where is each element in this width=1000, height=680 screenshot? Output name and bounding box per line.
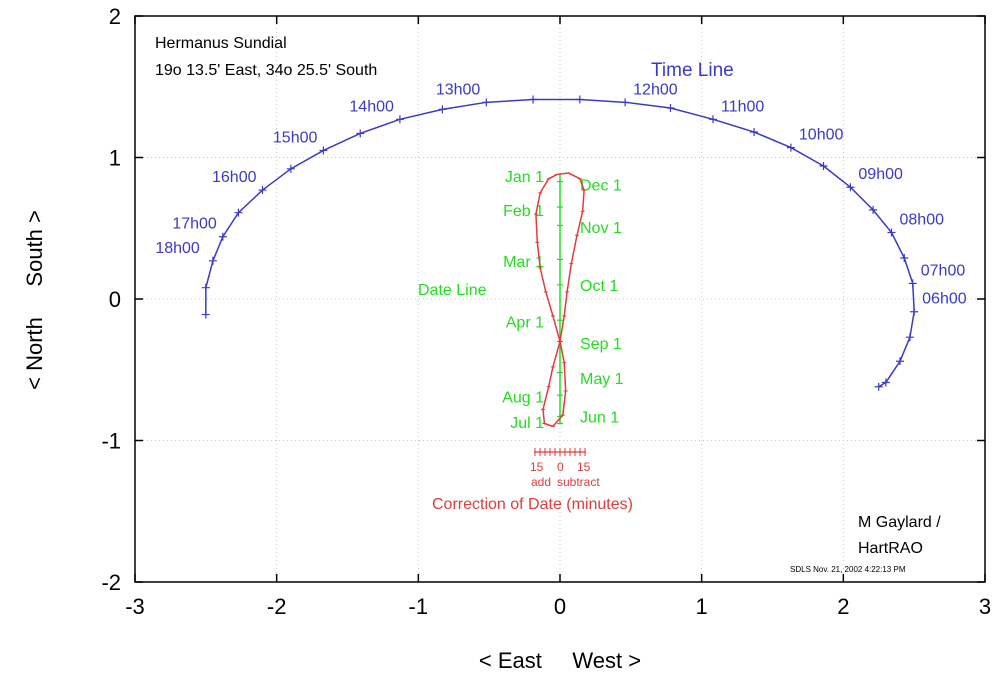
correction-add-label: add [531, 475, 551, 489]
hour-label: 16h00 [212, 169, 257, 186]
analemma-series [533, 172, 587, 428]
correction-title: Correction of Date (minutes) [432, 496, 633, 513]
time-line-point [395, 115, 404, 124]
time-line-point [258, 186, 267, 195]
date-line-label: Date Line [418, 282, 487, 299]
time-line-point [621, 98, 630, 107]
hour-label: 12h00 [633, 81, 678, 98]
hour-label: 17h00 [172, 216, 217, 233]
x-axis-label: < East West > [479, 648, 641, 673]
date-label: Nov 1 [580, 220, 622, 237]
time-line-point [438, 105, 447, 114]
x-tick-label: 0 [554, 594, 566, 619]
time-line-point [208, 256, 217, 265]
time-line-point [887, 228, 896, 237]
date-label: Aug 1 [502, 390, 544, 407]
correction-left-number: 15 [530, 460, 544, 474]
credit-institution: HartRAO [858, 540, 923, 557]
date-label: Mar 1 [503, 254, 544, 271]
date-label: Oct 1 [580, 278, 618, 295]
time-line-curve [205, 98, 915, 388]
x-tick-label: 3 [979, 594, 991, 619]
date-label: May 1 [580, 371, 624, 388]
date-label: Dec 1 [580, 177, 622, 194]
time-line-point [910, 307, 919, 316]
date-label: Jul 1 [510, 415, 544, 432]
date-label: Sep 1 [580, 336, 622, 353]
x-tick-label: -1 [409, 594, 429, 619]
hour-label: 10h00 [799, 127, 844, 144]
time-line-point [482, 98, 491, 107]
y-tick-label: 2 [109, 4, 121, 29]
time-line-point [201, 310, 210, 319]
time-line-point [900, 253, 909, 262]
time-line-point [319, 146, 328, 155]
date-label: Apr 1 [506, 315, 544, 332]
x-tick-label: -3 [125, 594, 145, 619]
date-label: Jun 1 [580, 409, 619, 426]
time-line-point [666, 103, 675, 112]
hour-label: 11h00 [721, 98, 764, 115]
correction-subtract-label: subtract [557, 475, 600, 489]
x-tick-label: 2 [837, 594, 849, 619]
x-tick-label: -2 [267, 594, 287, 619]
correction-zero-number: 0 [557, 460, 564, 474]
time-line-point [709, 115, 717, 124]
chart-title: Hermanus Sundial [155, 35, 287, 52]
time-line-point [896, 357, 904, 366]
y-tick-label: 1 [109, 146, 121, 171]
date-label: Feb 1 [503, 203, 544, 220]
time-line-point [874, 382, 883, 391]
x-tick-label: 1 [696, 594, 708, 619]
hour-label: 09h00 [858, 166, 903, 183]
time-line-point [575, 95, 584, 104]
hour-label: 13h00 [436, 81, 481, 98]
y-tick-label: -1 [101, 429, 121, 454]
hour-label: 06h00 [922, 291, 967, 308]
time-line-point [201, 283, 210, 292]
time-line-point [819, 161, 828, 170]
time-line-point [234, 208, 243, 217]
credit-stamp: SDLS Nov. 21, 2002 4:22:13 PM [790, 565, 906, 574]
chart-coordinates: 19o 13.5' East, 34o 25.5' South [155, 62, 377, 79]
y-axis-label: < North South > [22, 210, 47, 390]
time-line-point [869, 205, 878, 214]
correction-scale [534, 448, 586, 456]
date-label: Jan 1 [505, 169, 544, 186]
time-line-point [286, 164, 295, 173]
hour-label: 14h00 [349, 98, 394, 115]
hour-label: 08h00 [900, 211, 945, 228]
y-tick-label: 0 [109, 287, 121, 312]
time-line-label: Time Line [651, 60, 734, 81]
time-line-point [905, 333, 914, 342]
credit-author: M Gaylard / [858, 514, 941, 531]
time-line-point [356, 129, 365, 138]
hour-label: 07h00 [921, 262, 966, 279]
time-line-point [529, 95, 538, 104]
hour-label: 18h00 [155, 240, 200, 257]
time-line-point [881, 378, 890, 387]
time-line-series: 18h00 17h00 16h00 15h00 14h00 13h00 12h00 11h00… [155, 81, 967, 391]
hour-label: 15h00 [273, 129, 318, 146]
y-tick-label: -2 [101, 570, 121, 595]
correction-right-number: 15 [577, 460, 591, 474]
time-line-point [750, 128, 759, 137]
time-line-point [786, 143, 795, 152]
time-line-point [846, 183, 855, 192]
date-line-series: Jan 1 Dec 1 Feb 1 Nov 1 Mar 1 Oct 1 Apr 1 Sep 1… [502, 169, 623, 432]
time-line-point [908, 279, 917, 288]
time-line-point [218, 232, 227, 241]
